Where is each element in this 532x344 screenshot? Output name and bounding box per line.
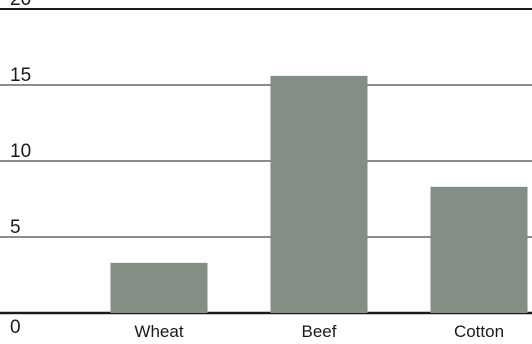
x-tick-label-beef: Beef bbox=[302, 322, 337, 341]
bar-cotton bbox=[430, 186, 528, 313]
y-tick-label: 0 bbox=[10, 317, 21, 338]
x-tick-label-wheat: Wheat bbox=[134, 322, 183, 341]
y-tick-label: 5 bbox=[10, 217, 21, 238]
y-tick-label: 10 bbox=[10, 141, 31, 162]
bars bbox=[110, 75, 528, 313]
bar-beef bbox=[270, 75, 368, 313]
x-tick-label-cotton: Cotton bbox=[454, 322, 504, 341]
x-axis-labels: Wheat Beef Cotton bbox=[134, 322, 504, 341]
y-tick-label: 15 bbox=[10, 65, 31, 86]
y-axis-labels: 0 5 10 15 20 bbox=[10, 0, 31, 338]
bar-wheat bbox=[110, 262, 208, 313]
y-tick-label: 20 bbox=[10, 0, 31, 10]
